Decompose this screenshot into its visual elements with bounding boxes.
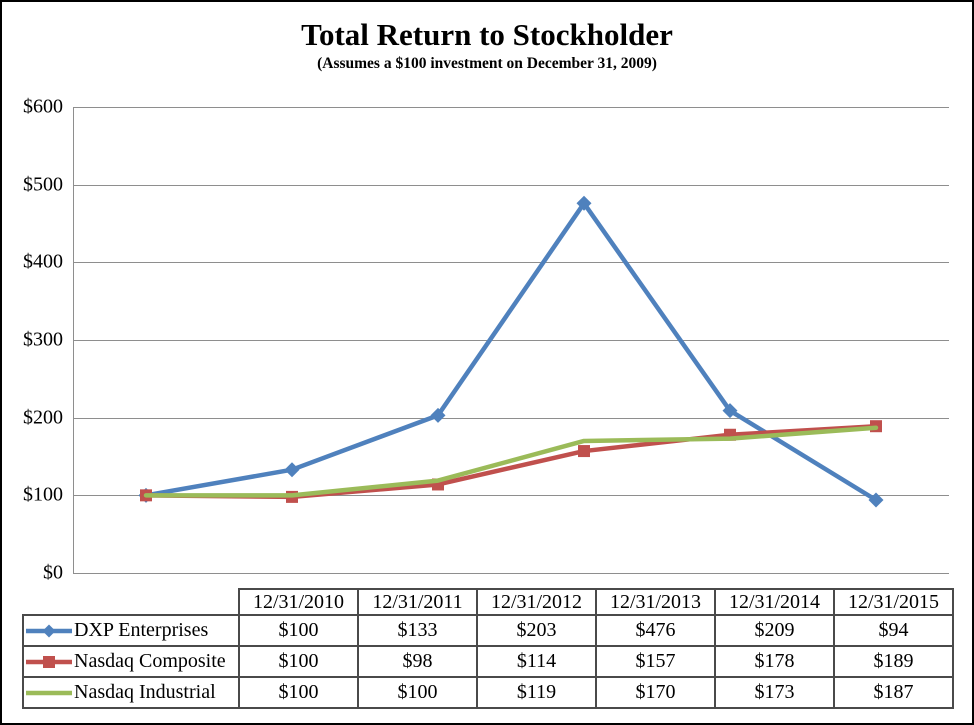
table-value-cell: $100	[238, 614, 359, 647]
y-axis-tick-label: $300	[23, 328, 63, 351]
series-line-nasdaq-industrial	[143, 425, 879, 498]
legend-line-icon	[26, 690, 72, 695]
table-value-cell: $133	[357, 614, 478, 647]
square-marker-nasdaq-composite	[578, 445, 590, 458]
table-value-cell: $157	[595, 645, 716, 678]
legend-entry: Nasdaq Industrial	[25, 681, 237, 704]
y-axis-labels: $600 $500 $400 $300 $200 $100 $0	[2, 96, 63, 584]
table-header-date-cell: 12/31/2014	[714, 588, 835, 616]
table-value-cell: $119	[476, 676, 597, 709]
diamond-marker-dxp-enterprises	[576, 195, 592, 211]
table-value-cell: $209	[714, 614, 835, 647]
y-axis-tick-label: $100	[23, 483, 63, 506]
table-value-cell: $98	[357, 645, 478, 678]
series-name-label: Nasdaq Industrial	[74, 681, 216, 703]
table-row-dxp-enterprises: DXP Enterprises $100 $133 $203 $476 $209 $94	[22, 614, 954, 647]
legend-entry: DXP Enterprises	[25, 619, 237, 642]
table-value-cell: $178	[714, 645, 835, 678]
diamond-marker-dxp-enterprises	[284, 462, 300, 478]
table-header-date-cell: 12/31/2013	[595, 588, 716, 616]
diamond-marker-dxp-enterprises	[430, 407, 446, 423]
table-header-date-cell: 12/31/2010	[238, 588, 359, 616]
chart-subtitle: (Assumes a $100 investment on December 3…	[317, 54, 657, 72]
legend-diamond	[42, 624, 56, 637]
plot-area	[73, 107, 949, 574]
legend-square	[43, 655, 55, 668]
table-value-cell: $189	[833, 645, 954, 678]
table-value-cell: $100	[357, 676, 478, 709]
y-axis-tick-label: $0	[43, 561, 63, 584]
legend-line-square-icon	[26, 655, 72, 668]
legend-cell-nasdaq-composite: Nasdaq Composite	[22, 645, 240, 678]
table-header-date-cell: 12/31/2012	[476, 588, 597, 616]
chart-title: Total Return to Stockholder	[301, 17, 673, 52]
legend-line-diamond-icon	[26, 624, 72, 637]
table-row-nasdaq-composite: Nasdaq Composite $100 $98 $114 $157 $178 $189	[22, 645, 954, 678]
table-value-cell: $100	[238, 645, 359, 678]
legend-cell-nasdaq-industrial: Nasdaq Industrial	[22, 676, 240, 709]
diamond-marker-dxp-enterprises	[868, 492, 884, 508]
table-row-nasdaq-industrial: Nasdaq Industrial $100 $100 $119 $170 $173 $18…	[22, 676, 954, 709]
legend-entry: Nasdaq Composite	[25, 650, 237, 673]
legend-cell-dxp-enterprises: DXP Enterprises	[22, 614, 240, 647]
table-header-blank-cell	[23, 589, 239, 615]
table-header-date-cell: 12/31/2011	[357, 588, 478, 616]
y-axis-tick-label: $500	[23, 173, 63, 196]
series-name-label: Nasdaq Composite	[74, 650, 226, 672]
y-axis-tick-label: $200	[23, 406, 63, 429]
diamond-marker-dxp-enterprises	[722, 403, 738, 419]
table-value-cell: $100	[238, 676, 359, 709]
table-value-cell: $94	[833, 614, 954, 647]
table-value-cell: $476	[595, 614, 716, 647]
series-name-label: DXP Enterprises	[74, 619, 209, 641]
table-value-cell: $187	[833, 676, 954, 709]
table-value-cell: $173	[714, 676, 835, 709]
table-value-cell: $170	[595, 676, 716, 709]
table-value-cell: $203	[476, 614, 597, 647]
y-axis-tick-label: $600	[23, 95, 63, 118]
data-table: 12/31/2010 12/31/2011 12/31/2012 12/31/2013…	[22, 588, 954, 709]
table-header-date-cell: 12/31/2015	[833, 588, 954, 616]
series-line-dxp-enterprises	[143, 201, 879, 503]
table-value-cell: $114	[476, 645, 597, 678]
y-axis-tick-label: $400	[23, 250, 63, 273]
